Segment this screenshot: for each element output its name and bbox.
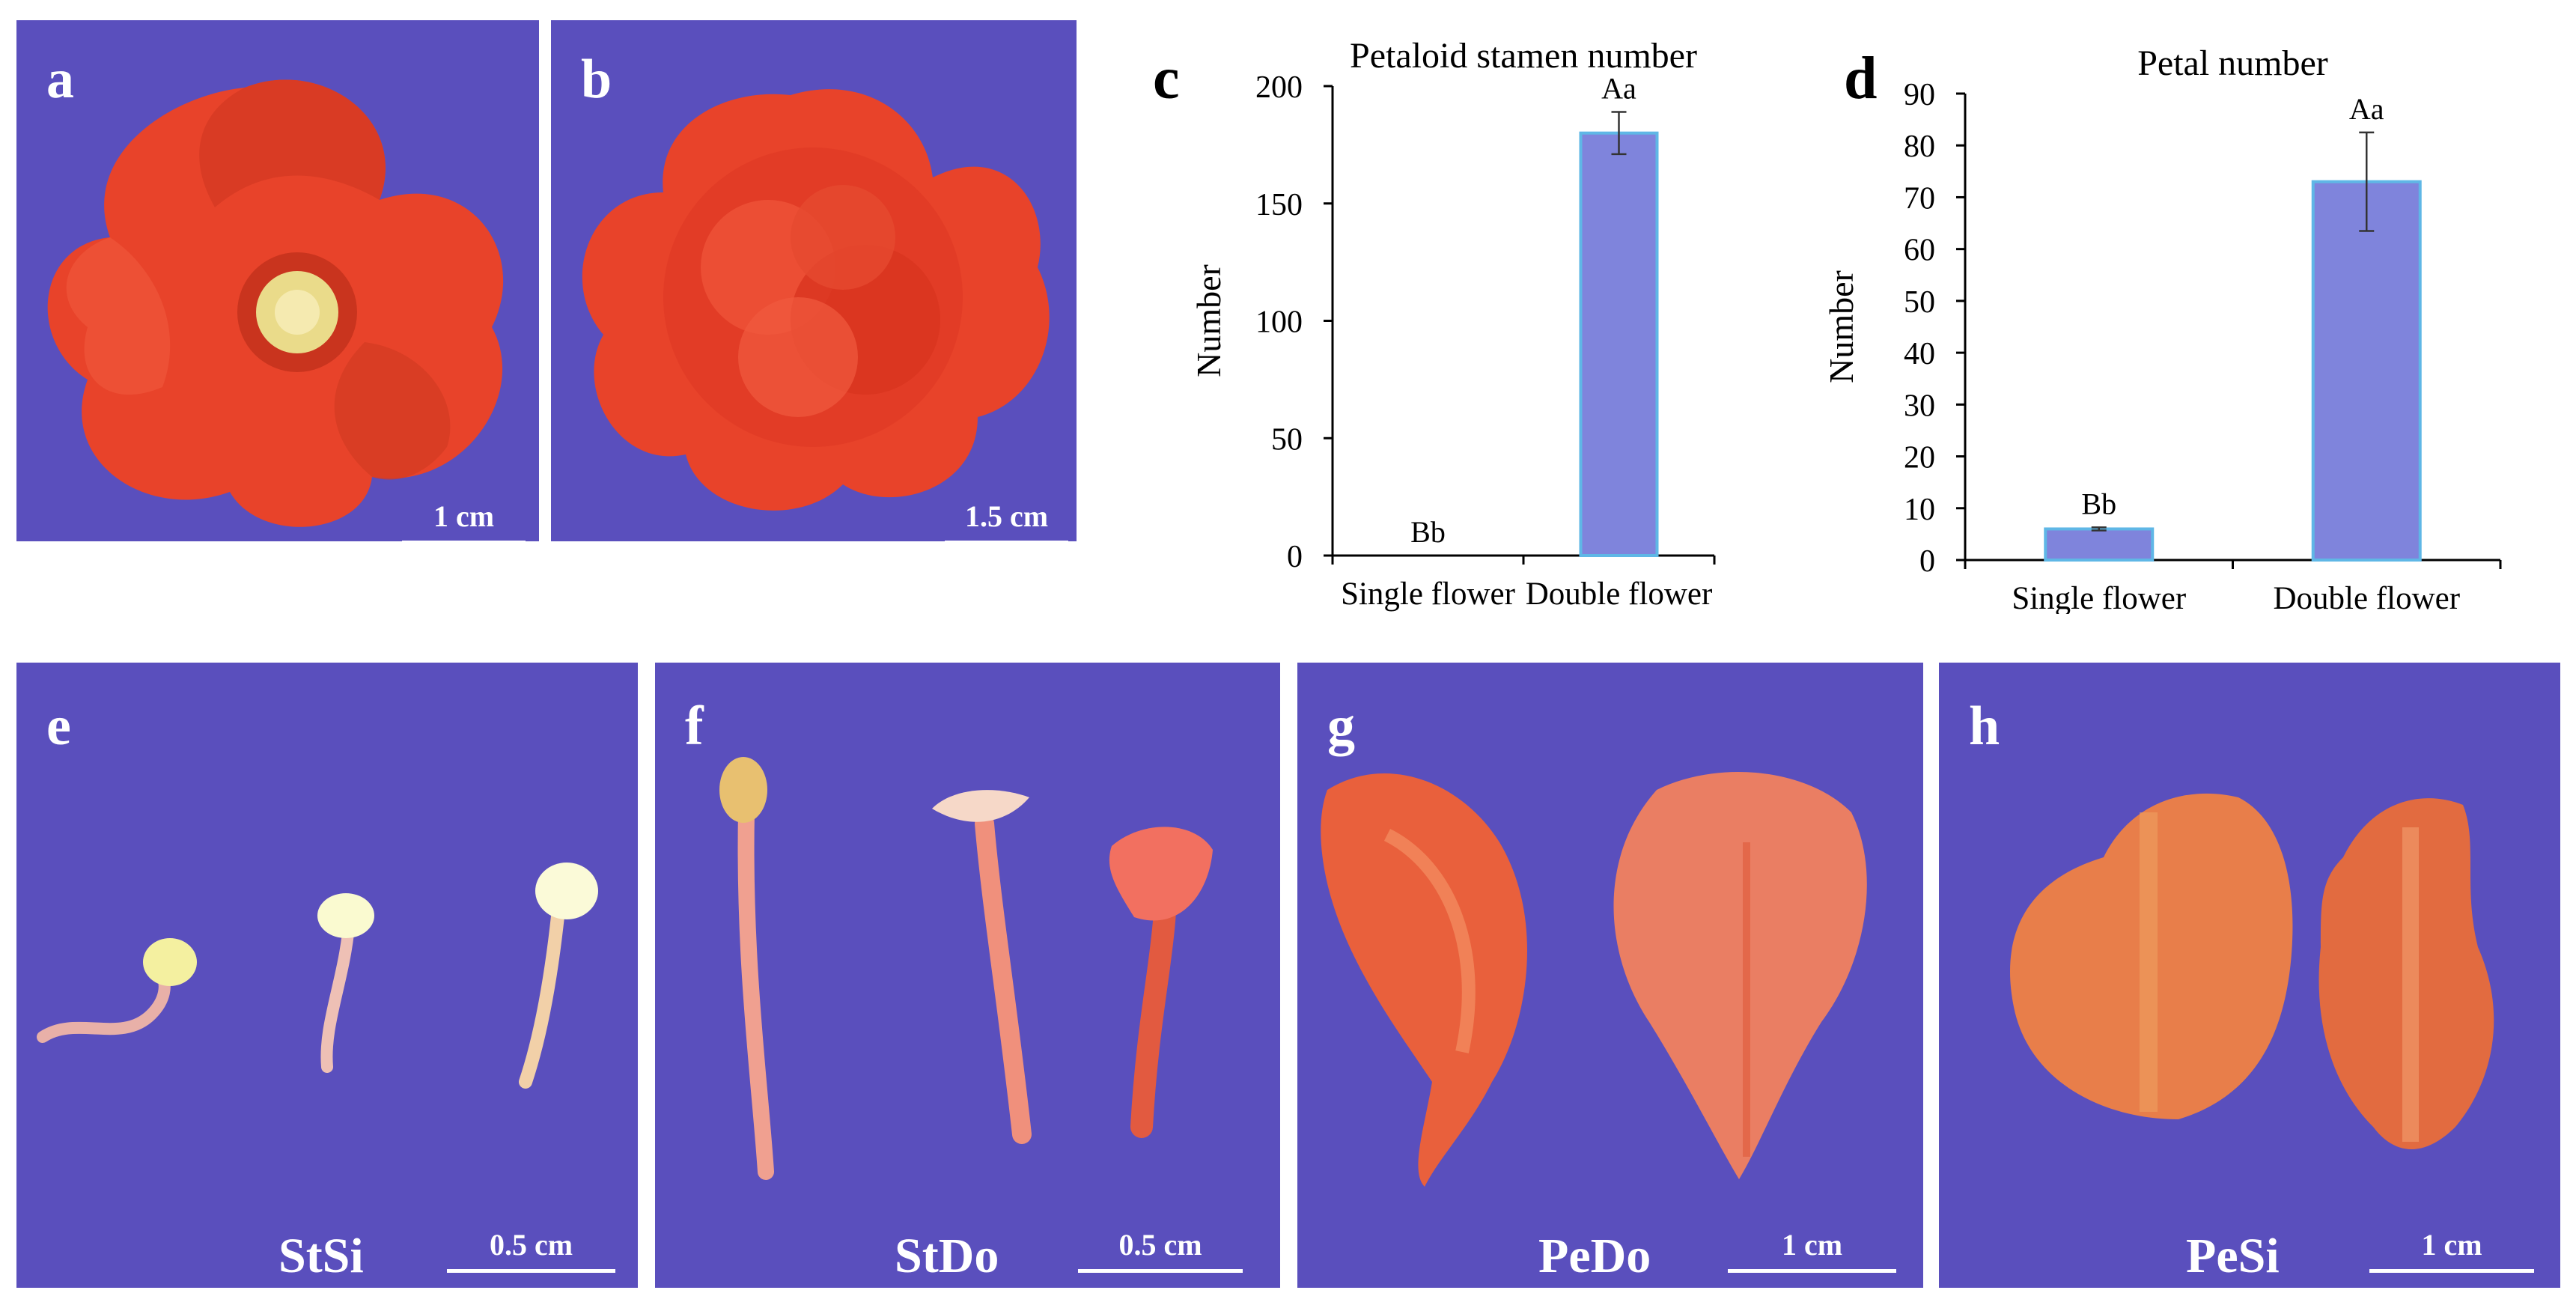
scale-bar-f: 0.5 cm	[1078, 1198, 1243, 1273]
chart-title: Petal number	[2137, 43, 2328, 83]
panel-f: f StDo 0.5 cm	[655, 663, 1280, 1288]
panel-label-e: e	[46, 696, 71, 757]
scale-text-g: 1 cm	[1781, 1228, 1843, 1262]
panel-caption-f: StDo	[895, 1229, 999, 1283]
bar	[1579, 131, 1659, 557]
double-flower-image	[582, 89, 1050, 511]
y-tick-label: 50	[1904, 285, 1935, 320]
chart-c: Petaloid stamen number 0 50 100 150 200 Number…	[1190, 36, 1716, 612]
y-tick-label: 40	[1904, 337, 1935, 371]
y-tick-label: 100	[1255, 305, 1303, 340]
scale-bar-e: 0.5 cm	[447, 1198, 615, 1273]
data-annotation: Aa	[2349, 92, 2384, 126]
panel-g: g PeDo 1 cm	[1297, 663, 1923, 1288]
y-tick-label: 0	[1919, 544, 1935, 579]
panel-e: e StSi 0.5 cm	[16, 663, 638, 1288]
stamen-double-image	[719, 757, 1213, 1180]
panel-caption-g: PeDo	[1538, 1229, 1651, 1283]
panel-label-g: g	[1327, 696, 1355, 757]
y-tick-label: 10	[1904, 493, 1935, 527]
x-tick-label: Double flower	[1526, 577, 1713, 612]
panel-h: h PeSi 1 cm	[1939, 663, 2560, 1288]
bar	[2311, 180, 2422, 562]
panel-label-f: f	[685, 696, 704, 757]
y-axis-label: Number	[1822, 270, 1860, 383]
x-tick-label: Double flower	[2273, 581, 2460, 614]
chart-letter-c: c	[1153, 46, 1180, 112]
scale-bar-b: 1.5 cm	[945, 469, 1068, 541]
panel-label-h: h	[1969, 696, 2000, 757]
y-tick-label: 20	[1904, 441, 1935, 475]
y-tick-label: 50	[1271, 422, 1303, 457]
scale-bar-g: 1 cm	[1728, 1198, 1896, 1273]
data-annotation: Bb	[1410, 515, 1446, 549]
data-annotation: Aa	[1601, 71, 1636, 105]
chart-title: Petaloid stamen number	[1350, 36, 1697, 76]
panel-caption-h: PeSi	[2186, 1229, 2280, 1283]
y-axis-label: Number	[1190, 264, 1228, 377]
scale-text-a: 1 cm	[433, 499, 495, 533]
petal-single-image	[2010, 793, 2494, 1149]
scale-text-b: 1.5 cm	[964, 499, 1049, 533]
single-flower-image	[47, 79, 504, 527]
scale-text-e: 0.5 cm	[489, 1228, 573, 1262]
y-tick-label: 60	[1904, 234, 1935, 268]
y-tick-label: 30	[1904, 389, 1935, 423]
x-tick-label: Single flower	[2012, 581, 2186, 614]
panel-b: b 1.5 cm	[551, 20, 1077, 541]
scale-bar-a: 1 cm	[402, 469, 526, 541]
y-tick-label: 150	[1255, 188, 1303, 222]
bar	[2044, 527, 2155, 562]
data-annotation: Bb	[2081, 487, 2116, 520]
scale-line-h	[2369, 1269, 2534, 1273]
scale-line-e	[447, 1269, 615, 1273]
y-tick-label: 80	[1904, 130, 1935, 164]
scale-text-h: 1 cm	[2421, 1228, 2482, 1262]
y-tick-label: 70	[1904, 181, 1935, 216]
panel-label-a: a	[46, 49, 74, 110]
scale-line-f	[1078, 1269, 1243, 1273]
scale-line-g	[1728, 1269, 1896, 1273]
chart-d: Petal number 0 10 20 30 40 50 60 70 80 90 Number Bb S…	[1822, 43, 2502, 614]
chart-letter-d: d	[1844, 46, 1878, 112]
panel-caption-e: StSi	[278, 1229, 364, 1283]
panel-a: a 1 cm	[16, 20, 539, 541]
scale-text-f: 0.5 cm	[1118, 1228, 1202, 1262]
y-tick-label: 200	[1255, 70, 1303, 105]
stamen-single-image	[37, 863, 598, 1089]
petal-double-image	[1321, 772, 1867, 1187]
y-tick-label: 0	[1287, 540, 1303, 574]
scale-bar-h: 1 cm	[2369, 1198, 2534, 1273]
x-tick-label: Single flower	[1341, 577, 1515, 612]
y-tick-label: 90	[1904, 78, 1935, 112]
panel-label-b: b	[581, 49, 612, 110]
